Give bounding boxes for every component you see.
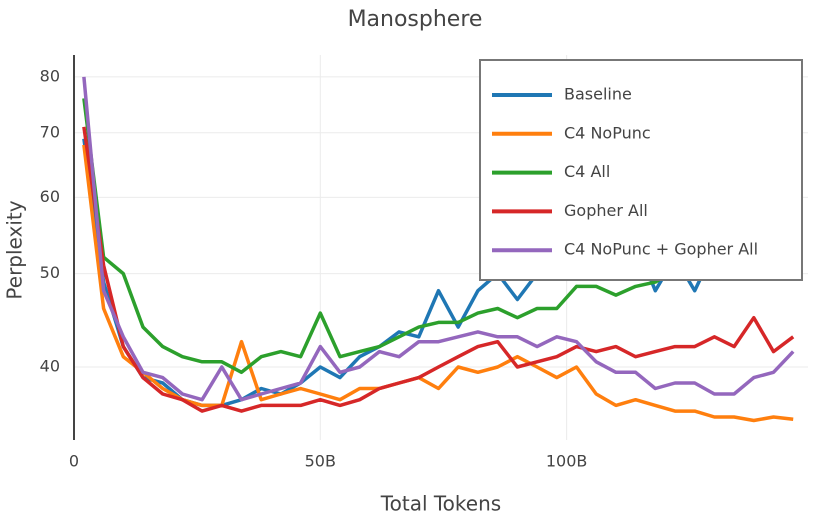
legend-label: C4 All xyxy=(564,162,610,181)
y-tick-label: 40 xyxy=(40,357,60,376)
chart-title: Manosphere xyxy=(348,7,483,32)
line-series xyxy=(82,76,795,402)
y-tick-label: 60 xyxy=(40,187,60,206)
x-tick-label: 50B xyxy=(305,452,336,471)
y-tick-label: 50 xyxy=(40,263,60,282)
legend-label: C4 NoPunc + Gopher All xyxy=(564,240,758,259)
y-tick-label: 70 xyxy=(40,122,60,141)
y-axis-label: Perplexity xyxy=(3,200,27,299)
legend-label: Gopher All xyxy=(564,201,648,220)
y-tick-label: 80 xyxy=(40,66,60,85)
x-tick-label: 100B xyxy=(546,452,588,471)
line-series xyxy=(82,144,794,423)
legend-label: Baseline xyxy=(564,85,632,104)
line-series xyxy=(82,126,795,413)
legend-label: C4 NoPunc xyxy=(564,123,651,142)
x-tick-label: 0 xyxy=(69,452,79,471)
x-axis-label: Total Tokens xyxy=(380,492,501,516)
